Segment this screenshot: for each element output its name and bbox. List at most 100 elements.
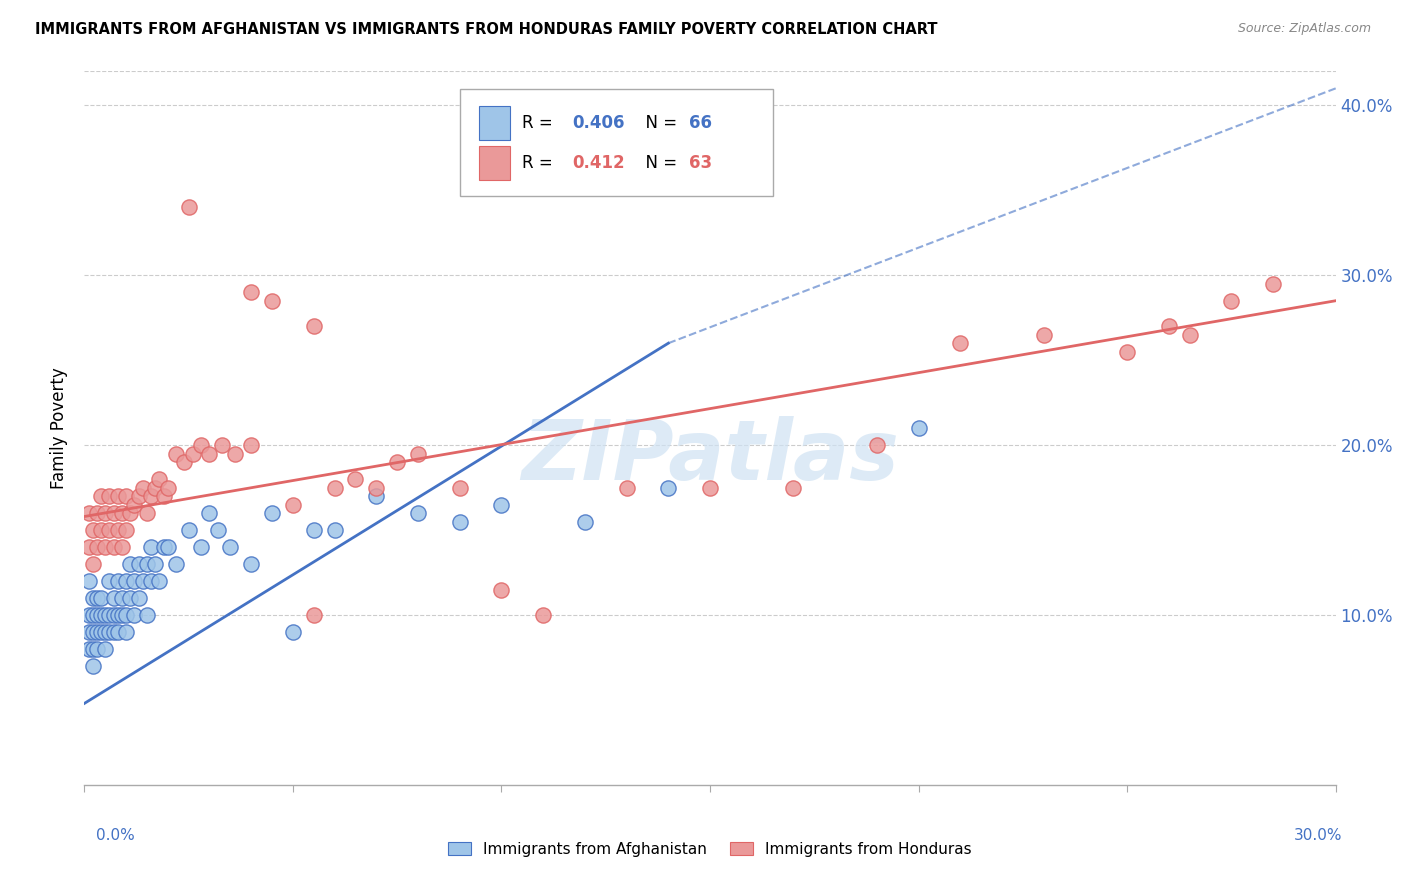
FancyBboxPatch shape [460,89,773,196]
Point [219,540,242,554]
Point [111,608,134,623]
Point [111,591,134,605]
Point [124,498,146,512]
Point [77,574,100,588]
Point [98,574,121,588]
Point [491,582,513,597]
Point [190,438,212,452]
Point [107,608,129,623]
Point [165,557,187,571]
Point [86,608,108,623]
Point [115,523,138,537]
Point [177,200,200,214]
Point [90,591,112,605]
Point [262,506,284,520]
Point [107,574,129,588]
Point [366,481,388,495]
Point [1263,277,1285,291]
Point [281,498,304,512]
Point [94,506,117,520]
Point [115,489,138,503]
Point [77,642,100,657]
Point [281,625,304,640]
Point [94,625,117,640]
Point [86,591,108,605]
Point [211,438,233,452]
Point [491,498,513,512]
Point [173,455,195,469]
Point [152,489,174,503]
Point [449,515,471,529]
Point [103,506,125,520]
Point [143,481,166,495]
Point [406,447,429,461]
Point [103,608,125,623]
Point [90,625,112,640]
Point [866,438,889,452]
FancyBboxPatch shape [478,105,510,140]
Point [82,523,104,537]
Point [190,540,212,554]
Point [574,515,596,529]
Text: 0.406: 0.406 [572,114,624,132]
Point [1220,293,1243,308]
Point [77,608,100,623]
FancyBboxPatch shape [478,145,510,180]
Point [302,608,325,623]
Point [82,642,104,657]
Point [240,285,263,300]
Point [94,540,117,554]
Point [207,523,229,537]
Point [115,625,138,640]
Point [262,293,284,308]
Point [181,447,204,461]
Text: R =: R = [523,114,558,132]
Text: 66: 66 [689,114,711,132]
Point [111,506,134,520]
Point [82,625,104,640]
Text: R =: R = [523,153,564,171]
Point [128,591,150,605]
Point [107,625,129,640]
Text: ZIPatlas: ZIPatlas [522,417,898,497]
Point [699,481,721,495]
Point [366,489,388,503]
Point [165,447,187,461]
Point [907,421,929,435]
Point [949,336,972,351]
Point [115,574,138,588]
Point [616,481,638,495]
Point [139,540,162,554]
Point [90,608,112,623]
Text: 0.0%: 0.0% [96,828,135,843]
Point [103,540,125,554]
Point [77,625,100,640]
Point [136,506,159,520]
Point [139,489,162,503]
Point [94,608,117,623]
Point [132,574,155,588]
Text: 0.412: 0.412 [572,153,626,171]
Point [98,523,121,537]
Text: 63: 63 [689,153,711,171]
Point [143,557,166,571]
Text: 30.0%: 30.0% [1295,828,1343,843]
Point [90,523,112,537]
Point [344,472,367,486]
Text: Source: ZipAtlas.com: Source: ZipAtlas.com [1237,22,1371,36]
Point [657,481,679,495]
Point [82,659,104,673]
Point [449,481,471,495]
Point [103,625,125,640]
Point [240,438,263,452]
Point [124,574,146,588]
Point [107,523,129,537]
Point [139,574,162,588]
Point [385,455,409,469]
Point [531,608,554,623]
Point [98,625,121,640]
Point [77,540,100,554]
Point [86,625,108,640]
Point [86,506,108,520]
Point [156,481,179,495]
